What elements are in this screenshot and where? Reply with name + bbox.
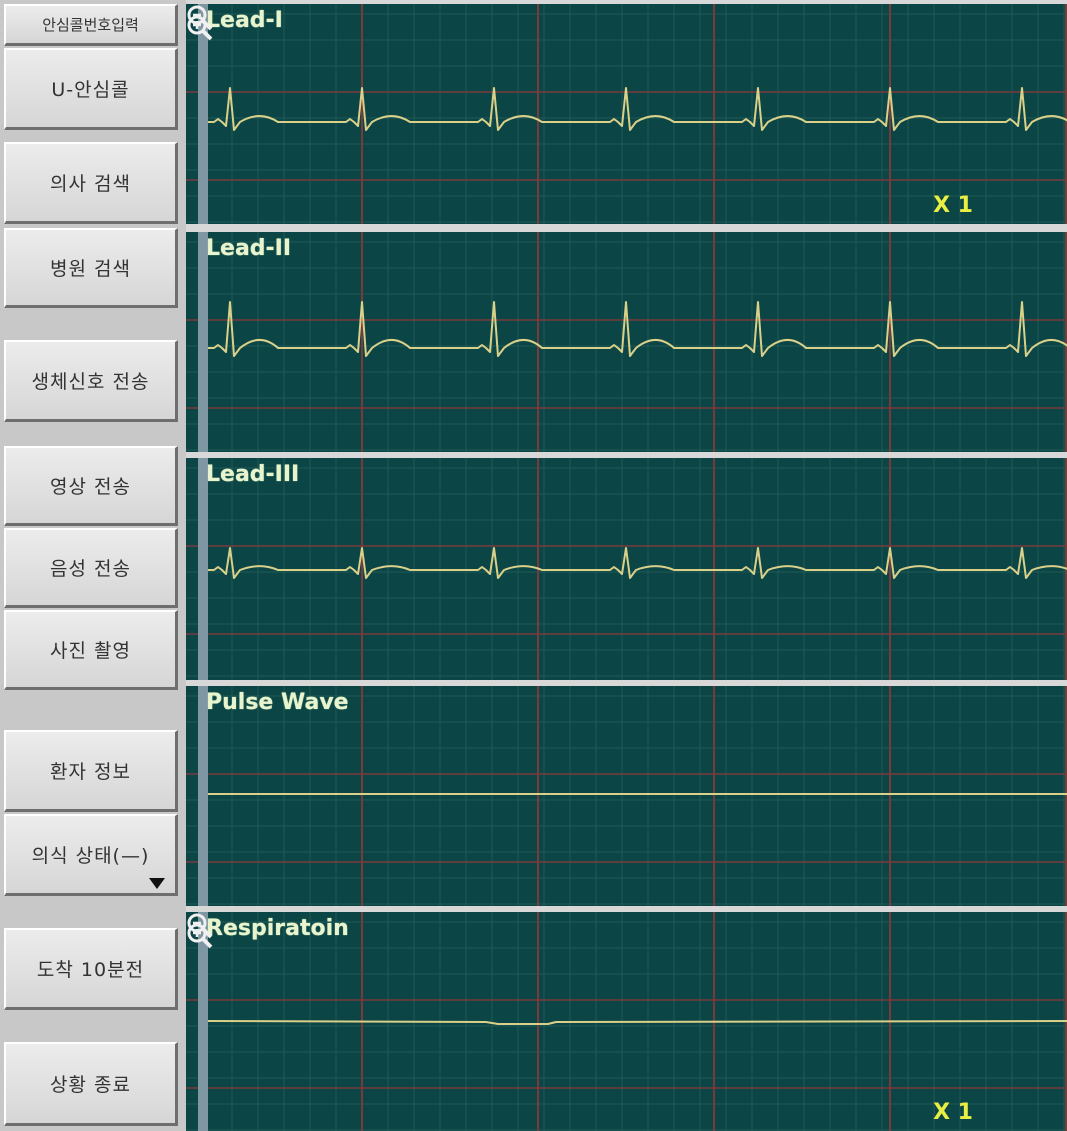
lead-i-panel: Lead-I X 1 xyxy=(186,4,1067,224)
button-label: 의사 검색 xyxy=(50,173,131,195)
panel-label: Lead-I xyxy=(206,8,283,33)
end-situation-button[interactable]: 상황 종료 xyxy=(4,1042,178,1126)
waveform-trace xyxy=(208,547,1067,579)
doctor-search-button[interactable]: 의사 검색 xyxy=(4,142,178,224)
button-label: 안심콜번호입력 xyxy=(42,16,139,34)
waveform-canvas xyxy=(186,686,1067,906)
panel-label: Lead-III xyxy=(206,462,300,487)
button-label: 영상 전송 xyxy=(50,476,131,498)
button-label: 의식 상태(—) xyxy=(31,845,150,867)
sidebar: 안심콜번호입력 U-안심콜 의사 검색 병원 검색 생체신호 전송 영상 전송 … xyxy=(0,0,186,1131)
button-label: 병원 검색 xyxy=(50,258,131,280)
panel-scrollbar[interactable] xyxy=(198,458,208,680)
lead-iii-panel: Lead-III xyxy=(186,458,1067,680)
scale-readout: X 1 xyxy=(933,1100,973,1125)
voice-send-button[interactable]: 음성 전송 xyxy=(4,528,178,608)
panel-label: Respiratoin xyxy=(206,916,349,941)
button-label: 사진 촬영 xyxy=(50,640,131,662)
dropdown-arrow-icon xyxy=(149,878,165,889)
respiration-panel: Respiratoin X 1 xyxy=(186,912,1067,1131)
arrival-10min-button[interactable]: 도착 10분전 xyxy=(4,928,178,1010)
button-label: 상황 종료 xyxy=(50,1074,131,1096)
panel-label: Pulse Wave xyxy=(206,690,349,715)
panel-scrollbar[interactable] xyxy=(198,232,208,452)
button-label: 환자 정보 xyxy=(50,761,131,783)
lead-ii-panel: Lead-II xyxy=(186,232,1067,452)
vital-monitor: Lead-I X 1 Lead-II Lead-III Pulse Wave R… xyxy=(186,0,1067,1131)
take-photo-button[interactable]: 사진 촬영 xyxy=(4,610,178,690)
button-label: 음성 전송 xyxy=(50,558,131,580)
zoom-out-icon[interactable] xyxy=(186,912,214,940)
button-label: 생체신호 전송 xyxy=(31,371,150,393)
scale-readout: X 1 xyxy=(933,193,973,218)
panel-scrollbar[interactable] xyxy=(198,4,208,224)
waveform-trace xyxy=(208,87,1067,131)
waveform-trace xyxy=(207,1020,1067,1025)
pulse-wave-panel: Pulse Wave xyxy=(186,686,1067,906)
waveform-canvas xyxy=(186,232,1067,452)
consciousness-state-dropdown[interactable]: 의식 상태(—) xyxy=(4,814,178,896)
button-label: 도착 10분전 xyxy=(36,959,145,981)
hospital-search-button[interactable]: 병원 검색 xyxy=(4,228,178,308)
zoom-out-icon[interactable] xyxy=(186,4,214,32)
button-label: U-안심콜 xyxy=(51,79,130,101)
panel-scrollbar[interactable] xyxy=(198,686,208,906)
u-safe-call-button[interactable]: U-안심콜 xyxy=(4,48,178,130)
waveform-canvas xyxy=(186,458,1067,680)
video-send-button[interactable]: 영상 전송 xyxy=(4,446,178,526)
panel-label: Lead-II xyxy=(206,236,292,261)
patient-info-button[interactable]: 환자 정보 xyxy=(4,730,178,812)
waveform-canvas xyxy=(186,4,1067,224)
panel-scrollbar[interactable] xyxy=(198,912,208,1131)
waveform-trace xyxy=(208,301,1067,357)
safe-call-number-input-button[interactable]: 안심콜번호입력 xyxy=(4,4,178,46)
vital-signal-send-button[interactable]: 생체신호 전송 xyxy=(4,340,178,422)
waveform-canvas xyxy=(186,912,1067,1131)
